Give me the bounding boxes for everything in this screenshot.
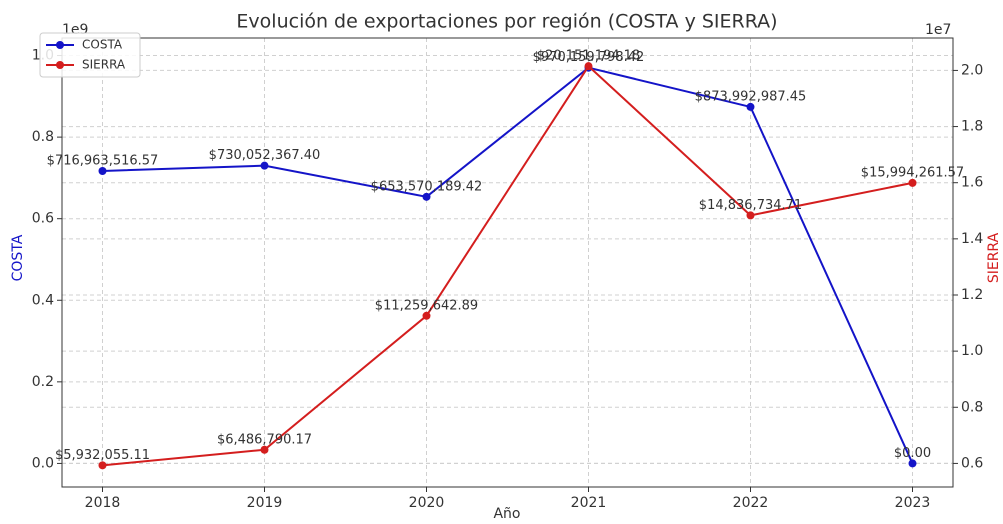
y2-tick-label: 1.6: [961, 175, 983, 191]
y2-tick-label: 1.4: [961, 231, 983, 247]
legend-marker: [56, 41, 64, 49]
legend-label: COSTA: [82, 38, 123, 52]
data-point: [260, 161, 269, 170]
x-tick-label: 2021: [571, 495, 607, 511]
chart-title: Evolución de exportaciones por región (C…: [236, 11, 777, 33]
data-label: $5,932,055.11: [55, 448, 150, 463]
y-tick-label: 0.6: [32, 211, 54, 227]
grid: [62, 38, 953, 487]
data-label: $716,963,516.57: [47, 153, 159, 168]
data-point: [908, 178, 917, 187]
data-label: $15,994,261.57: [861, 165, 964, 180]
legend-marker: [56, 61, 64, 69]
data-label: $653,570,189.42: [371, 179, 483, 194]
data-label: $20,151,194.18: [537, 49, 640, 64]
series-line: [102, 66, 914, 464]
legend: COSTA SIERRA: [39, 32, 141, 78]
x-tick-label: 2022: [733, 495, 769, 511]
y-tick-label: 0.0: [32, 455, 54, 471]
series-line: [102, 64, 913, 467]
data-point: [422, 192, 431, 201]
plot-frame: [61, 37, 954, 488]
y2-axis-label: SIERRA: [986, 232, 1002, 283]
data-point: [260, 445, 269, 454]
data-point: [98, 461, 107, 470]
data-point: [98, 166, 107, 175]
x-tick-label: 2023: [895, 495, 931, 511]
data-point: [746, 211, 755, 220]
data-label: $6,486,790.17: [217, 432, 312, 447]
x-tick-label: 2020: [409, 495, 445, 511]
y2-tick-label: 0.6: [961, 455, 983, 471]
data-point: [422, 311, 431, 320]
legend-label: SIERRA: [82, 58, 126, 72]
data-point: [584, 62, 593, 71]
y-axis-label: COSTA: [10, 234, 26, 281]
data-label: $970,159,798.42: [533, 50, 645, 65]
data-point: [746, 102, 755, 111]
y2-tick-label: 1.0: [961, 343, 983, 359]
data-point: [908, 459, 917, 468]
data-label: $873,992,987.45: [695, 89, 807, 104]
x-tick-label: 2019: [247, 495, 283, 511]
y2-tick-label: 1.2: [961, 287, 983, 303]
x-axis-label: Año: [493, 506, 520, 522]
data-label: $0.00: [894, 446, 931, 461]
y2-tick-label: 1.8: [961, 119, 983, 135]
y-tick-label: 0.4: [32, 292, 54, 308]
y2-tick-label: 2.0: [961, 62, 983, 78]
data-label: $730,052,367.40: [209, 148, 321, 163]
data-label: $14,836,734.71: [699, 198, 802, 213]
y-tick-label: 0.8: [32, 129, 54, 145]
y2-tick-label: 0.8: [961, 399, 983, 415]
y2-offset-label: 1e7: [925, 22, 951, 38]
y-tick-label: 0.2: [32, 374, 54, 390]
x-tick-label: 2018: [85, 495, 121, 511]
data-label: $11,259,642.89: [375, 298, 478, 313]
